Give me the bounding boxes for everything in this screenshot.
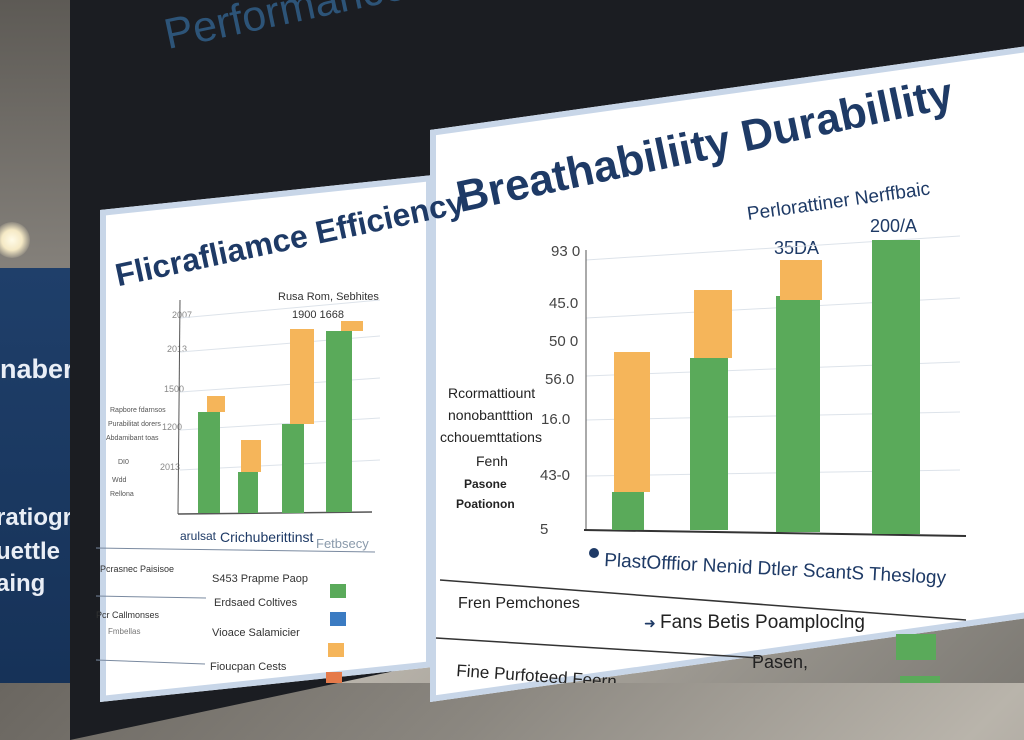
right-legend-swatch-green: [896, 634, 936, 660]
right-y-ticks: 93 0 45.0 50 0 56.0 16.0 43-0 5: [540, 243, 580, 538]
left-y-axis: [177, 299, 181, 515]
right-bar-green-4: [872, 240, 920, 534]
side-banner-text-1: naber: [0, 354, 74, 384]
side-banner-text-3: uettle: [0, 538, 61, 565]
left-side-line: Purabilitat dorers: [108, 421, 161, 428]
left-x-axis: [177, 511, 373, 515]
right-footer-text: Fans Betis Poamploclng: [660, 612, 865, 633]
right-ytick: 93 0: [551, 243, 580, 260]
right-ytick: 16.0: [541, 411, 570, 428]
right-footer-text: Fine Purfoteed Feern: [456, 661, 618, 683]
right-x-axis: [583, 529, 967, 537]
left-footer-text: Pcrasnec Paisisoe: [100, 564, 174, 574]
right-bar-orange-1: [614, 352, 650, 492]
right-side-line: nonobantttion: [448, 407, 533, 423]
left-side-text: Rapbore fdarnsos Purabilitat dorers Abda…: [106, 407, 166, 498]
right-bar-orange-2: [694, 290, 732, 358]
left-legend-swatch-red: [326, 672, 342, 683]
left-xlabel: Fetbsecy: [316, 536, 369, 551]
right-footer-divider-2: [435, 637, 761, 659]
right-footer-divider: [439, 579, 967, 621]
left-xlabel: Crichuberittinst: [220, 529, 313, 545]
left-footer: Pcrasnec Paisisoe S453 Prapme Paop Erdsa…: [95, 547, 376, 673]
poster-charts: Rusa Rom, Sebhites 1900 1668 2007 2013 1…: [95, 178, 967, 683]
left-bar-orange-4: [341, 321, 363, 331]
right-footer-text: Fren Pemchones: [458, 595, 580, 612]
left-ytick: 1200: [162, 422, 182, 432]
left-ytick: 2013: [160, 462, 180, 472]
right-top-label-1: 35DA: [774, 238, 819, 258]
left-legend-title-1: Rusa Rom, Sebhites: [278, 291, 379, 303]
right-bar-green-1: [612, 492, 644, 530]
left-legend-swatch-orange: [328, 643, 344, 657]
right-ytick: 45.0: [549, 295, 578, 312]
left-footer-text: Pcr Callmonses: [96, 610, 160, 620]
left-side-line: DI0: [118, 459, 129, 466]
left-y-ticks: 2007 2013 1500 1200 2013: [160, 310, 192, 472]
left-bar-green-4: [326, 331, 352, 512]
left-bar-green-2: [238, 472, 258, 513]
left-footer-text: Fmbellas: [108, 627, 140, 636]
right-ytick: 56.0: [545, 371, 574, 388]
left-legend-swatch-blue: [330, 612, 346, 626]
right-legend-text: PlastOfffior Nenid Dtler ScantS Theslogy: [604, 550, 947, 589]
right-ytick: 43-0: [540, 467, 570, 484]
right-footer-text: Pasen,: [752, 652, 808, 672]
right-side-line: Pasone: [464, 477, 507, 491]
left-bar-green-3: [282, 424, 304, 513]
right-side-line: Rcormattiount: [448, 385, 535, 401]
right-ytick: 5: [540, 521, 548, 538]
right-bar-green-3: [776, 296, 820, 532]
left-footer-text: Fioucpan Cests: [210, 661, 287, 673]
side-banner-text-2: ratiogr: [0, 504, 73, 531]
right-side-text: Rcormattiount nonobantttion cchouemttati…: [440, 385, 542, 511]
left-bar-orange-3: [290, 329, 314, 424]
right-side-line: cchouemttations: [440, 429, 542, 445]
left-ytick: 1500: [164, 384, 184, 394]
right-bar-orange-3: [780, 260, 822, 300]
right-ytick: 50 0: [549, 333, 578, 350]
ceiling-lamp: [0, 222, 30, 258]
right-side-line: Fenh: [476, 453, 508, 469]
left-side-line: Abdamibant toas: [106, 435, 159, 442]
left-ytick: 2013: [167, 344, 187, 354]
right-bar-green-2: [690, 358, 728, 530]
right-legend-swatch-green-2: [900, 676, 940, 683]
right-top-label-2: 200/A: [870, 216, 917, 236]
left-side-line: Wdd: [112, 477, 127, 484]
left-side-line: Rapbore fdarnsos: [110, 407, 166, 414]
left-bar-orange-1: [207, 396, 225, 412]
left-footer-text: S453 Prapme Paop: [212, 573, 308, 585]
left-xlabel: arulsat: [180, 529, 217, 543]
right-footer-arrow: ➜: [644, 615, 656, 631]
left-bar-orange-2: [241, 440, 261, 472]
left-side-line: Rellona: [110, 491, 134, 498]
left-ytick: 2007: [172, 310, 192, 320]
right-legend-marker: [589, 548, 599, 558]
left-footer-text: Vioace Salamicier: [212, 627, 300, 639]
side-banner-text-4: aing: [0, 570, 46, 597]
left-bar-green-1: [198, 412, 220, 513]
left-legend-swatch-green: [330, 584, 346, 598]
left-legend-title-2: 1900 1668: [292, 309, 344, 321]
right-side-line: Poationon: [456, 497, 515, 511]
left-footer-text: Erdsaed Coltives: [214, 597, 298, 609]
